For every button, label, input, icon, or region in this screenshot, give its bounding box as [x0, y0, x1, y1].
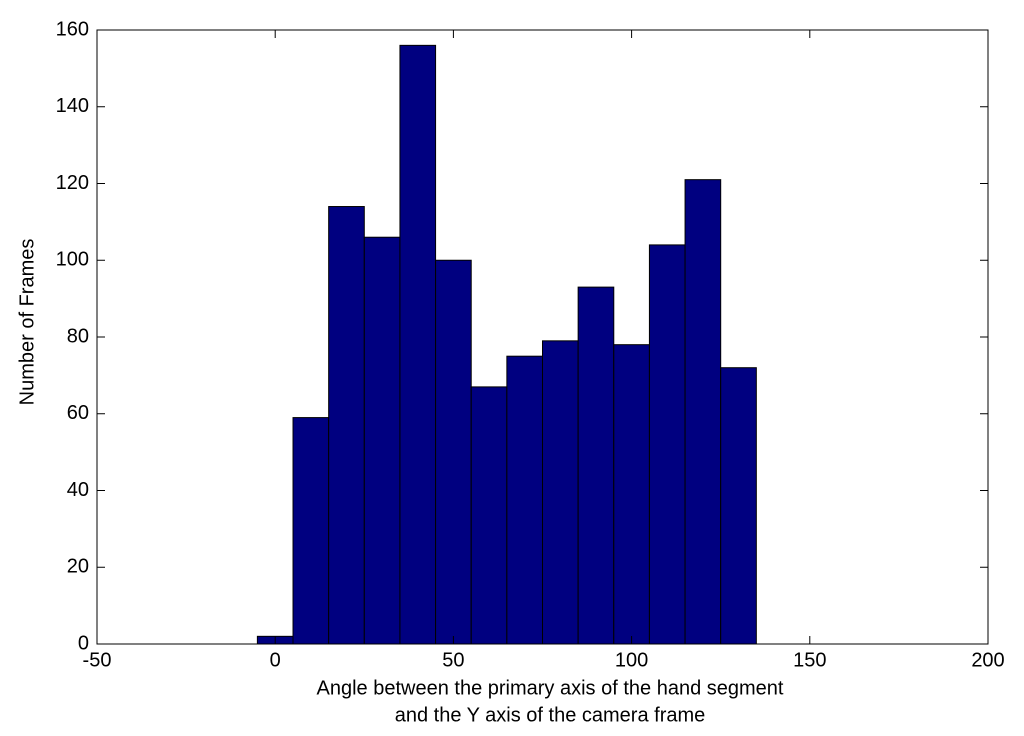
- y-tick-label: 160: [56, 18, 89, 40]
- y-tick-label: 20: [67, 556, 89, 578]
- y-tick-label: 40: [67, 479, 89, 501]
- bar: [577, 286, 615, 645]
- x-tick-label: 150: [793, 649, 826, 671]
- bar: [648, 244, 686, 645]
- bar: [470, 386, 508, 645]
- x-axis-label: Angle between the primary axis of the ha…: [317, 677, 784, 699]
- x-axis-label: and the Y axis of the camera frame: [395, 704, 706, 726]
- bar: [292, 417, 330, 645]
- bar: [399, 44, 437, 645]
- y-tick-label: 120: [56, 172, 89, 194]
- bar: [506, 355, 543, 645]
- y-axis-label: Number of Frames: [16, 239, 38, 406]
- x-tick-label: -50: [83, 649, 112, 671]
- bar: [328, 206, 365, 645]
- bar: [363, 236, 401, 645]
- bar: [684, 179, 722, 645]
- bar: [720, 367, 757, 645]
- bar: [542, 340, 579, 645]
- bar: [435, 259, 472, 645]
- y-tick-label: 100: [56, 249, 89, 271]
- y-tick-label: 140: [56, 95, 89, 117]
- x-tick-label: 200: [971, 649, 1004, 671]
- x-tick-label: 0: [270, 649, 281, 671]
- y-tick-label: 60: [67, 402, 89, 424]
- x-tick-label: 100: [615, 649, 648, 671]
- y-tick-label: 0: [78, 632, 89, 654]
- bar: [613, 344, 650, 645]
- x-tick-label: 50: [442, 649, 464, 671]
- y-tick-label: 80: [67, 325, 89, 347]
